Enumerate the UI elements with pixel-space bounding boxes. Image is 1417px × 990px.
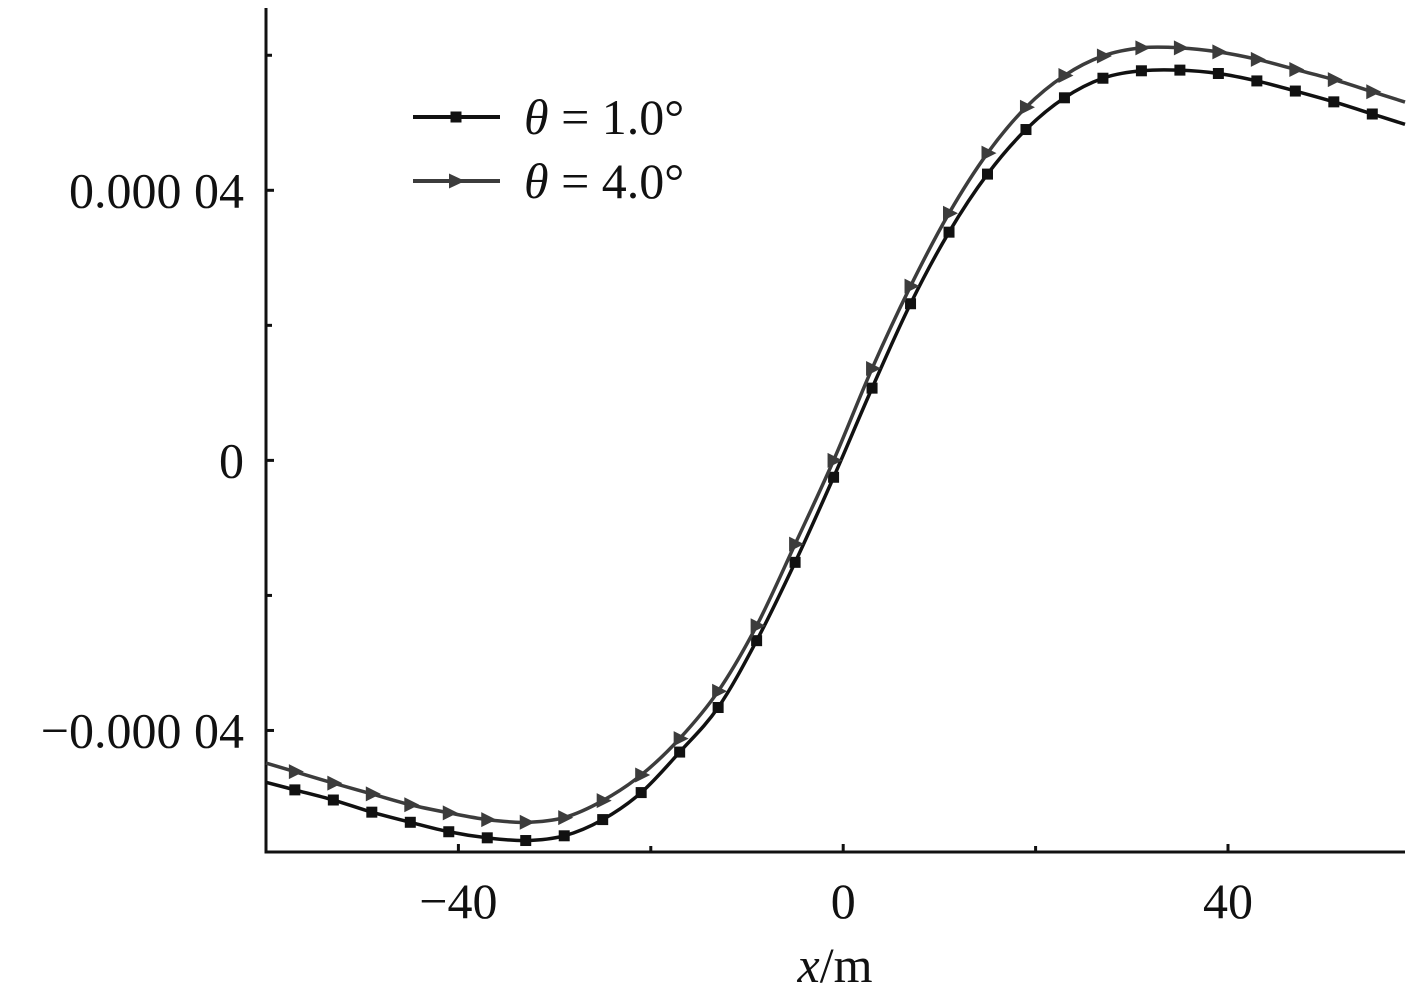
legend-entry-series-2: θ = 4.0° [413, 153, 684, 209]
series-1-point [1174, 64, 1186, 76]
series-2 [265, 40, 1406, 830]
x-axis-title-var: x [797, 937, 820, 990]
series-2-point [981, 145, 997, 161]
legend-label-series-1: θ = 1.0° [524, 89, 684, 145]
x-axis-title: x/m [797, 937, 873, 990]
series-1-point [943, 226, 955, 238]
series-1-point [1097, 72, 1109, 84]
series-1-point [981, 168, 993, 180]
series-1-point [1366, 108, 1378, 120]
series-2-point [789, 536, 805, 552]
series-1-point [366, 806, 378, 818]
series-1-point [443, 826, 455, 838]
series-1-point [481, 832, 493, 844]
series-2-point [1173, 40, 1189, 56]
series-2-point [712, 683, 728, 699]
series-2-point [673, 731, 689, 747]
series-2-point [1327, 72, 1343, 88]
series-1 [265, 64, 1406, 847]
series-1-point [558, 830, 570, 842]
series-1-point [866, 382, 878, 394]
series-1-point [1135, 65, 1147, 77]
series-2-point [827, 452, 843, 468]
series-1-point [404, 816, 416, 828]
series-2-point [943, 205, 959, 221]
series-2-point [866, 361, 882, 377]
ticks: −40 0 40 −0.000 04 0 0.000 04 [41, 53, 1253, 929]
series-1-point [674, 746, 686, 758]
series-2-point [596, 793, 612, 809]
legend-entry-series-1: θ = 1.0° [413, 89, 684, 145]
legend-label-series-2-var: θ [524, 153, 549, 209]
legend: θ = 1.0° θ = 4.0° [413, 89, 684, 209]
series-2-point [558, 810, 574, 826]
series-1-point [597, 814, 609, 826]
series-1-point [1289, 85, 1301, 97]
series-1-point [789, 556, 801, 568]
series-1-point [1058, 92, 1070, 104]
y-tick-label: −0.000 04 [41, 702, 244, 758]
series-2-point [1019, 99, 1035, 115]
series-2-point [481, 812, 497, 828]
series-1-point [712, 702, 724, 714]
series-1-point [635, 787, 647, 799]
series-2-point [288, 764, 304, 780]
legend-label-series-1-rest: = 1.0° [549, 89, 685, 145]
y-tick-label: 0.000 04 [69, 162, 244, 218]
x-tick-label: 40 [1203, 873, 1253, 929]
series-2-point [1135, 40, 1151, 56]
y-tick-label: 0 [219, 432, 244, 488]
series-1-point [1328, 96, 1340, 108]
series-2-point [404, 797, 420, 813]
series-1-point [327, 794, 339, 806]
legend-label-series-1-var: θ [524, 89, 549, 145]
series-2-point [365, 786, 381, 802]
series-2-point [519, 814, 535, 830]
series-2-point [750, 618, 766, 634]
series-2-point [904, 278, 920, 294]
series-2-point [635, 767, 651, 783]
legend-label-series-2-rest: = 4.0° [549, 153, 685, 209]
series-2-point [1058, 68, 1074, 84]
series-1-point [828, 471, 840, 483]
series-2-point [1250, 51, 1266, 67]
series-1-point [751, 635, 763, 647]
x-axis-title-unit: /m [820, 937, 873, 990]
series-2-point [1289, 61, 1305, 77]
x-tick-label: 0 [831, 873, 856, 929]
series-2-point [1212, 44, 1228, 60]
series-1-point [1212, 67, 1224, 79]
series-2-point [1366, 84, 1382, 100]
series-1-point [289, 784, 301, 796]
series-1-point [905, 298, 917, 310]
series-2-point [1096, 48, 1112, 64]
series-1-point [520, 835, 532, 847]
legend-marker-series-2 [449, 173, 465, 189]
legend-marker-series-1 [450, 111, 462, 123]
series-1-point [1251, 75, 1263, 87]
series-2-point [442, 805, 458, 821]
series-layer [265, 40, 1406, 847]
series-1-point [1020, 124, 1032, 136]
legend-label-series-2: θ = 4.0° [524, 153, 684, 209]
series-2-point [327, 775, 343, 791]
series-2-line [265, 45, 1406, 825]
axes [264, 8, 1405, 854]
x-tick-label: −40 [419, 873, 497, 929]
